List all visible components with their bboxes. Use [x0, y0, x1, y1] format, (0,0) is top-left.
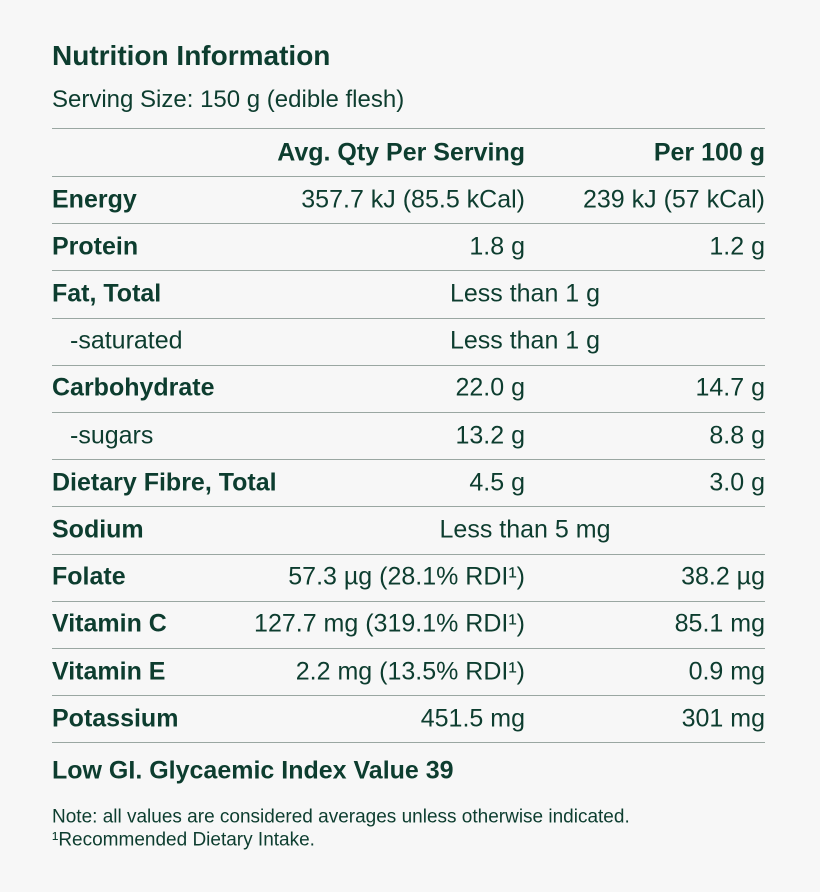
column-header: Per 100 g: [653, 138, 765, 167]
value-cell: 239 kJ (57 kCal): [582, 185, 765, 214]
rule: [52, 648, 765, 649]
value-cell: 451.5 mg: [420, 704, 525, 733]
nutrient-label: Energy: [52, 185, 137, 214]
rule: [52, 223, 765, 225]
value-cell: 4.5 g: [469, 468, 525, 497]
nutrient-label: Fat, Total: [52, 279, 162, 308]
value-cell: 8.8 g: [709, 421, 765, 450]
rule: [52, 600, 765, 602]
rule: [52, 176, 765, 177]
column-header: Avg. Qty Per Serving: [277, 138, 525, 167]
value-cell: 1.8 g: [469, 232, 525, 261]
rule: [52, 412, 765, 413]
value-cell: 85.1 mg: [674, 609, 765, 638]
rule: [52, 128, 765, 129]
note: Note: all values are considered averages…: [52, 806, 630, 828]
value-cell: 57.3 µg (28.1% RDI¹): [288, 562, 525, 591]
rule: [52, 459, 765, 461]
value-cell: Less than 1 g: [449, 279, 601, 308]
nutrient-label: Dietary Fibre, Total: [52, 468, 277, 497]
rule: [52, 506, 765, 508]
rule: [52, 364, 765, 366]
nutrient-label: Vitamin C: [52, 609, 167, 638]
nutrient-label: Carbohydrate: [52, 373, 215, 402]
rule: [52, 553, 765, 555]
rule: [52, 317, 765, 319]
value-cell: 38.2 µg: [681, 562, 765, 591]
value-cell: 14.7 g: [695, 373, 765, 402]
note: ¹Recommended Dietary Intake.: [52, 829, 315, 851]
nutrient-label: Vitamin E: [52, 657, 166, 686]
rule: [52, 695, 765, 697]
nutrient-label: -saturated: [70, 326, 183, 355]
value-cell: Less than 5 mg: [439, 515, 611, 544]
value-cell: 357.7 kJ (85.5 kCal): [301, 185, 525, 214]
nutrient-label: Potassium: [52, 704, 179, 733]
nutrient-label: Folate: [52, 562, 126, 591]
value-cell: 1.2 g: [709, 232, 765, 261]
nutrient-label: -sugars: [70, 421, 154, 450]
rule: [52, 742, 765, 744]
value-cell: Less than 1 g: [449, 326, 601, 355]
nutrient-label: Protein: [52, 232, 139, 261]
title: Nutrition Information: [52, 40, 331, 71]
serving-size: Serving Size: 150 g (edible flesh): [52, 86, 405, 113]
value-cell: 0.9 mg: [688, 657, 765, 686]
nutrient-label: Sodium: [52, 515, 144, 544]
value-cell: 3.0 g: [709, 468, 765, 497]
value-cell: 13.2 g: [455, 421, 525, 450]
gi-value: Low GI. Glycaemic Index Value 39: [52, 756, 454, 785]
value-cell: 22.0 g: [455, 373, 525, 402]
rule: [52, 270, 765, 272]
value-cell: 127.7 mg (319.1% RDI¹): [254, 609, 525, 638]
value-cell: 301 mg: [681, 704, 765, 733]
value-cell: 2.2 mg (13.5% RDI¹): [295, 657, 525, 686]
